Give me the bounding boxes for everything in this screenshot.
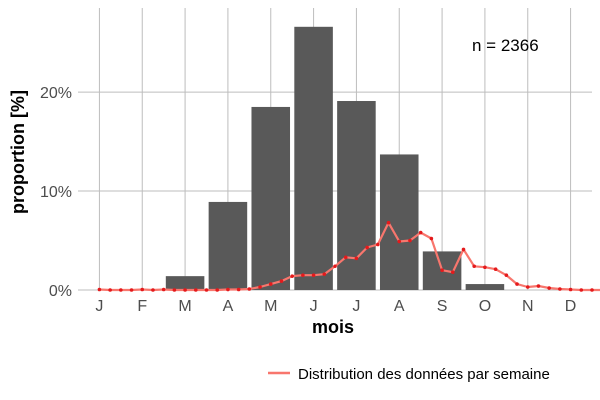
line-point bbox=[204, 288, 209, 292]
bar bbox=[165, 276, 205, 290]
line-point bbox=[504, 273, 509, 277]
x-tick-label: A bbox=[223, 298, 234, 315]
line-point bbox=[172, 288, 177, 292]
x-tick-label: M bbox=[264, 298, 277, 315]
y-tick-label: 20% bbox=[40, 85, 72, 102]
x-tick-label: M bbox=[178, 298, 191, 315]
bar bbox=[465, 284, 505, 290]
bar bbox=[208, 201, 248, 290]
line-point bbox=[311, 273, 316, 277]
x-tick-label: D bbox=[565, 298, 577, 315]
y-axis-ticks: 0% 10% 20% bbox=[40, 85, 72, 300]
line-point bbox=[108, 288, 112, 292]
line-point bbox=[376, 242, 380, 247]
line-point bbox=[397, 239, 402, 244]
line-point bbox=[579, 288, 584, 292]
line-point bbox=[226, 287, 230, 292]
line-point bbox=[386, 220, 391, 225]
bar bbox=[337, 101, 376, 290]
line-point bbox=[301, 273, 305, 277]
line-point bbox=[472, 264, 477, 269]
line-point bbox=[515, 282, 519, 286]
line-point bbox=[558, 287, 562, 291]
weekly-distribution-line bbox=[97, 220, 600, 292]
x-tick-label: J bbox=[310, 298, 318, 315]
line-point bbox=[568, 287, 573, 292]
x-axis-title: mois bbox=[312, 317, 354, 337]
line-point bbox=[193, 288, 198, 292]
line-point bbox=[590, 288, 594, 292]
x-tick-label: O bbox=[479, 298, 491, 315]
line-point bbox=[279, 279, 284, 283]
line-point bbox=[129, 288, 134, 292]
bars bbox=[165, 26, 505, 291]
line-point bbox=[236, 287, 241, 292]
line-point bbox=[119, 288, 123, 292]
line-point bbox=[268, 282, 273, 286]
sample-size-annotation: n = 2366 bbox=[472, 36, 539, 55]
x-tick-label: F bbox=[137, 298, 147, 315]
line-point bbox=[536, 284, 541, 288]
y-tick-label: 10% bbox=[40, 184, 72, 201]
line-point bbox=[161, 287, 166, 292]
line-point bbox=[461, 247, 466, 252]
x-tick-label: A bbox=[394, 298, 405, 315]
bar bbox=[379, 154, 419, 290]
line-point bbox=[290, 274, 294, 278]
legend: Distribution des données par semaine bbox=[268, 366, 550, 383]
line-point bbox=[525, 285, 530, 289]
line-point bbox=[322, 272, 327, 276]
line-point bbox=[215, 288, 220, 292]
line-point bbox=[183, 288, 187, 292]
y-tick-label: 0% bbox=[49, 283, 72, 300]
line-point bbox=[429, 236, 434, 241]
line-point bbox=[333, 264, 337, 269]
line-point bbox=[493, 267, 498, 272]
line-point bbox=[547, 286, 551, 290]
x-tick-label: N bbox=[522, 298, 534, 315]
y-axis-title: proportion [%] bbox=[8, 90, 28, 214]
x-tick-label: S bbox=[437, 298, 448, 315]
x-tick-label: J bbox=[95, 298, 103, 315]
bar bbox=[251, 106, 291, 291]
bar bbox=[294, 26, 333, 291]
line-point bbox=[418, 230, 423, 235]
legend-label: Distribution des données par semaine bbox=[298, 366, 550, 383]
line-point bbox=[97, 287, 102, 292]
line-point bbox=[440, 268, 444, 273]
line-point bbox=[483, 265, 487, 270]
x-tick-label: J bbox=[352, 298, 360, 315]
line-point bbox=[151, 288, 155, 292]
line-point bbox=[343, 255, 348, 260]
line-point bbox=[258, 285, 262, 289]
line-point bbox=[365, 245, 369, 250]
line-point bbox=[408, 238, 412, 243]
line-point bbox=[450, 270, 455, 274]
line-point bbox=[354, 256, 359, 261]
line-point bbox=[140, 287, 145, 292]
line-point bbox=[247, 287, 252, 291]
